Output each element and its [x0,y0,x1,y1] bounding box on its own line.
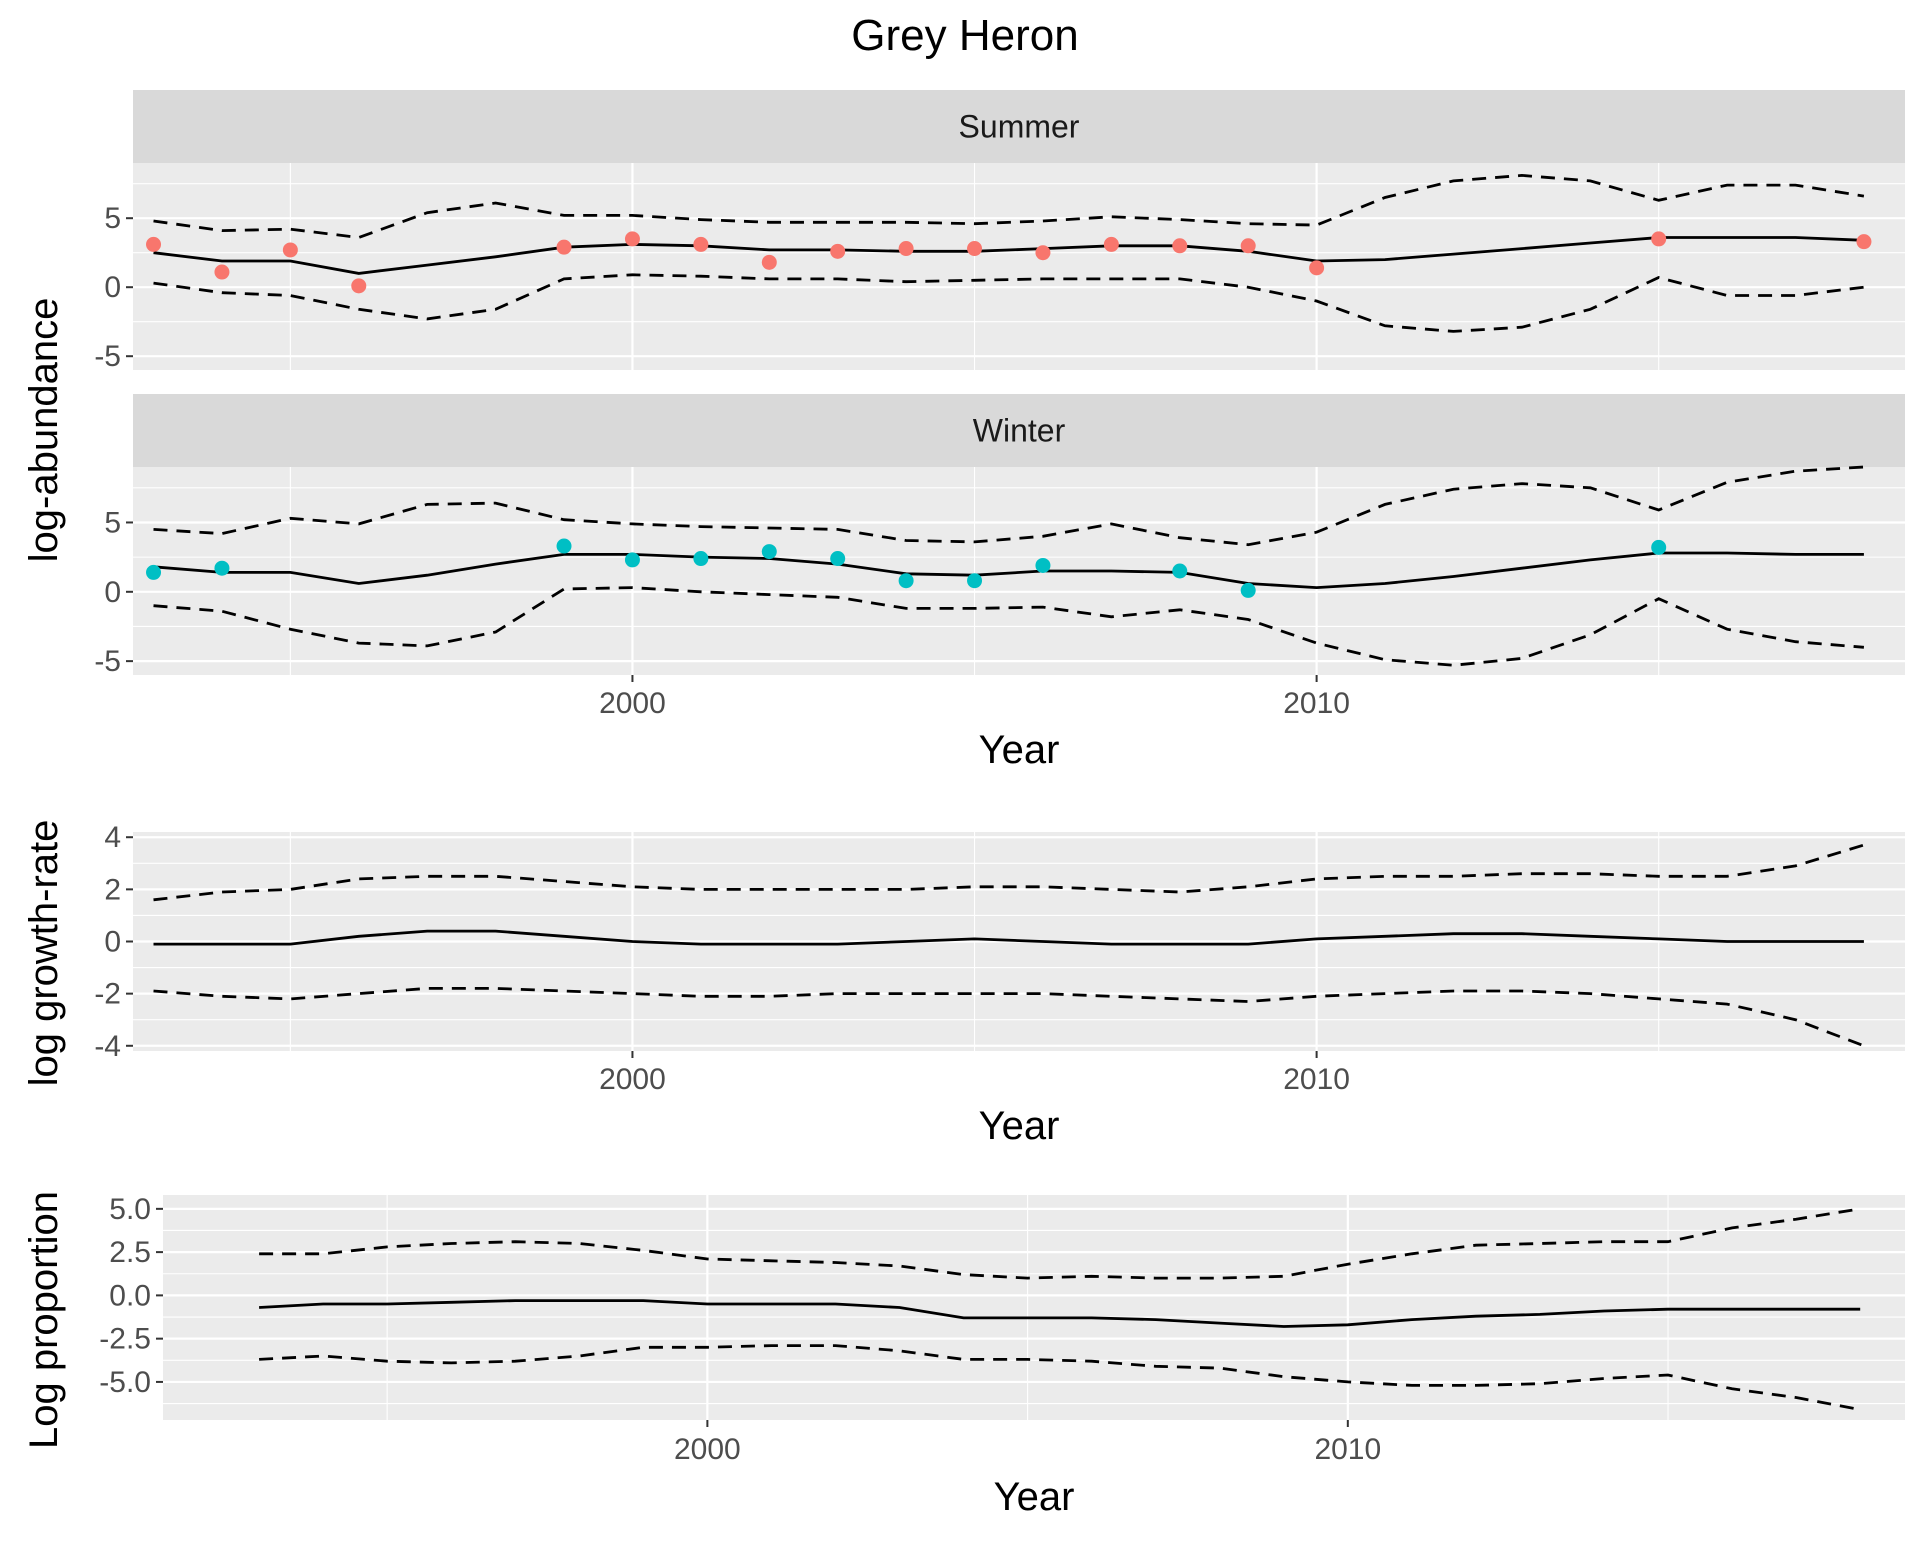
y-axis-title: log-abundance [22,298,66,563]
data-point [214,560,230,576]
y-tick-label: 0.0 [109,1279,151,1312]
log-proportion-plot: -5.0 -2.5 0.0 2.5 5.0 2000 2010 Year Log proport… [22,1191,1905,1519]
data-point [1309,260,1325,276]
mean-line [153,551,1864,590]
mean-line [153,929,1864,946]
upper-ci-line [259,1207,1861,1280]
strip-label: Summer [959,109,1080,145]
data-point [830,243,846,259]
lower-ci-line [259,1344,1861,1411]
data-point [146,564,162,580]
y-axis-title: Log proportion [22,1191,66,1449]
x-tick-label: 2010 [1314,1433,1381,1466]
y-tick-label: -5.0 [99,1366,151,1399]
y-tick-label: -5 [94,645,121,678]
panel-background [163,1195,1905,1420]
data-point [556,239,572,255]
y-tick-label: 5.0 [109,1193,151,1226]
log-growth-rate-plot: -4 -2 0 2 4 2000 2010 Year log growth-rate [22,820,1905,1148]
y-tick-label: 0 [104,576,121,609]
data-point [1240,238,1256,254]
log-abundance-plot: Summer -5 0 5 Winter -5 0 5 2000 2010 Year log-abun… [22,90,1905,772]
x-tick-label: 2000 [599,687,666,720]
upper-ci-line [153,465,1864,547]
upper-ci-line [153,843,1865,902]
x-tick-label: 2000 [599,1063,666,1096]
data-point [1103,236,1119,252]
y-tick-label: 5 [104,202,121,235]
x-axis-title: Year [979,1104,1060,1148]
plots-container: Summer -5 0 5 Winter -5 0 5 2000 2010 Year log-abun… [22,90,1905,1519]
data-point [214,264,230,280]
y-axis-title: log growth-rate [22,820,66,1087]
y-tick-label: 2 [104,873,121,906]
data-point [898,241,914,257]
data-point [1035,245,1051,261]
data-point [761,254,777,270]
lower-ci-line [153,987,1865,1048]
data-point [761,544,777,560]
upper-ci-line [153,173,1865,239]
x-tick-label: 2010 [1283,687,1350,720]
data-point [1856,234,1872,250]
y-tick-label: 0 [104,271,121,304]
data-point [967,573,983,589]
data-point [146,236,162,252]
mean-line [259,1299,1861,1328]
y-tick-label: 4 [104,821,121,854]
figure-title: Grey Heron [851,11,1078,60]
data-point [624,552,640,568]
data-point [556,538,572,554]
data-point [1651,231,1667,247]
data-point [967,241,983,257]
y-tick-label: 5 [104,506,121,539]
y-tick-label: 2.5 [109,1236,151,1269]
data-point [624,231,640,247]
facet-winter: Winter -5 0 5 [94,394,1905,678]
x-axis-title: Year [979,728,1060,772]
data-point [693,551,709,567]
data-point [1172,238,1188,254]
x-tick-label: 2000 [674,1433,741,1466]
strip-label: Winter [973,413,1066,449]
panel-background [133,467,1905,675]
data-point [351,278,367,294]
y-tick-label: 0 [104,926,121,959]
data-point [693,236,709,252]
lower-ci-line [153,586,1865,667]
data-point [898,573,914,589]
strip-background [133,394,1905,467]
x-axis-title: Year [994,1475,1075,1519]
panel-background [133,163,1905,370]
y-tick-label: -2 [94,978,121,1011]
data-point [1240,582,1256,598]
data-point [830,551,846,567]
data-point [282,242,298,258]
data-point [1651,539,1667,555]
strip-background [133,90,1905,163]
y-tick-label: -4 [94,1030,121,1063]
y-tick-label: -2.5 [99,1323,151,1356]
lower-ci-line [153,273,1865,333]
facet-summer: Summer -5 0 5 [94,90,1905,373]
mean-line [153,236,1864,275]
data-point [1035,557,1051,573]
data-point [1172,563,1188,579]
y-tick-label: -5 [94,340,121,373]
x-tick-label: 2010 [1283,1063,1350,1096]
